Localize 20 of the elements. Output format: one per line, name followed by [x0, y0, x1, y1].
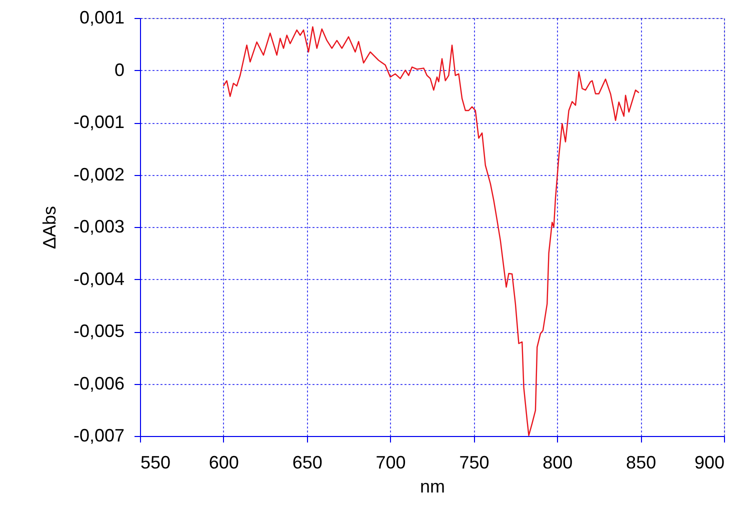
line-series: [222, 26, 640, 436]
x-tick-label: 850: [626, 452, 656, 472]
y-tick-label: 0: [114, 60, 124, 80]
x-tick-label: 750: [459, 452, 490, 472]
y-tick-label: -0,001: [73, 112, 124, 132]
y-tick-label: -0,003: [73, 216, 124, 236]
x-tick-label: 700: [376, 452, 406, 472]
y-tick-label: -0,004: [73, 268, 124, 289]
x-axis-title: nm: [420, 476, 446, 496]
x-tick-label: 900: [694, 452, 724, 472]
x-tick-label: 600: [208, 452, 239, 472]
x-tick-label: 550: [140, 452, 171, 472]
y-tick-label: -0,002: [73, 164, 124, 184]
y-tick-label: -0,007: [73, 426, 124, 446]
x-tick-label: 650: [292, 452, 322, 472]
y-tick-label: -0,006: [73, 373, 124, 394]
y-tick-label: 0,001: [79, 8, 124, 28]
x-tick-label: 800: [542, 452, 573, 472]
y-tick-label: -0,005: [73, 321, 124, 341]
y-axis-title: ΔAbs: [39, 206, 60, 250]
